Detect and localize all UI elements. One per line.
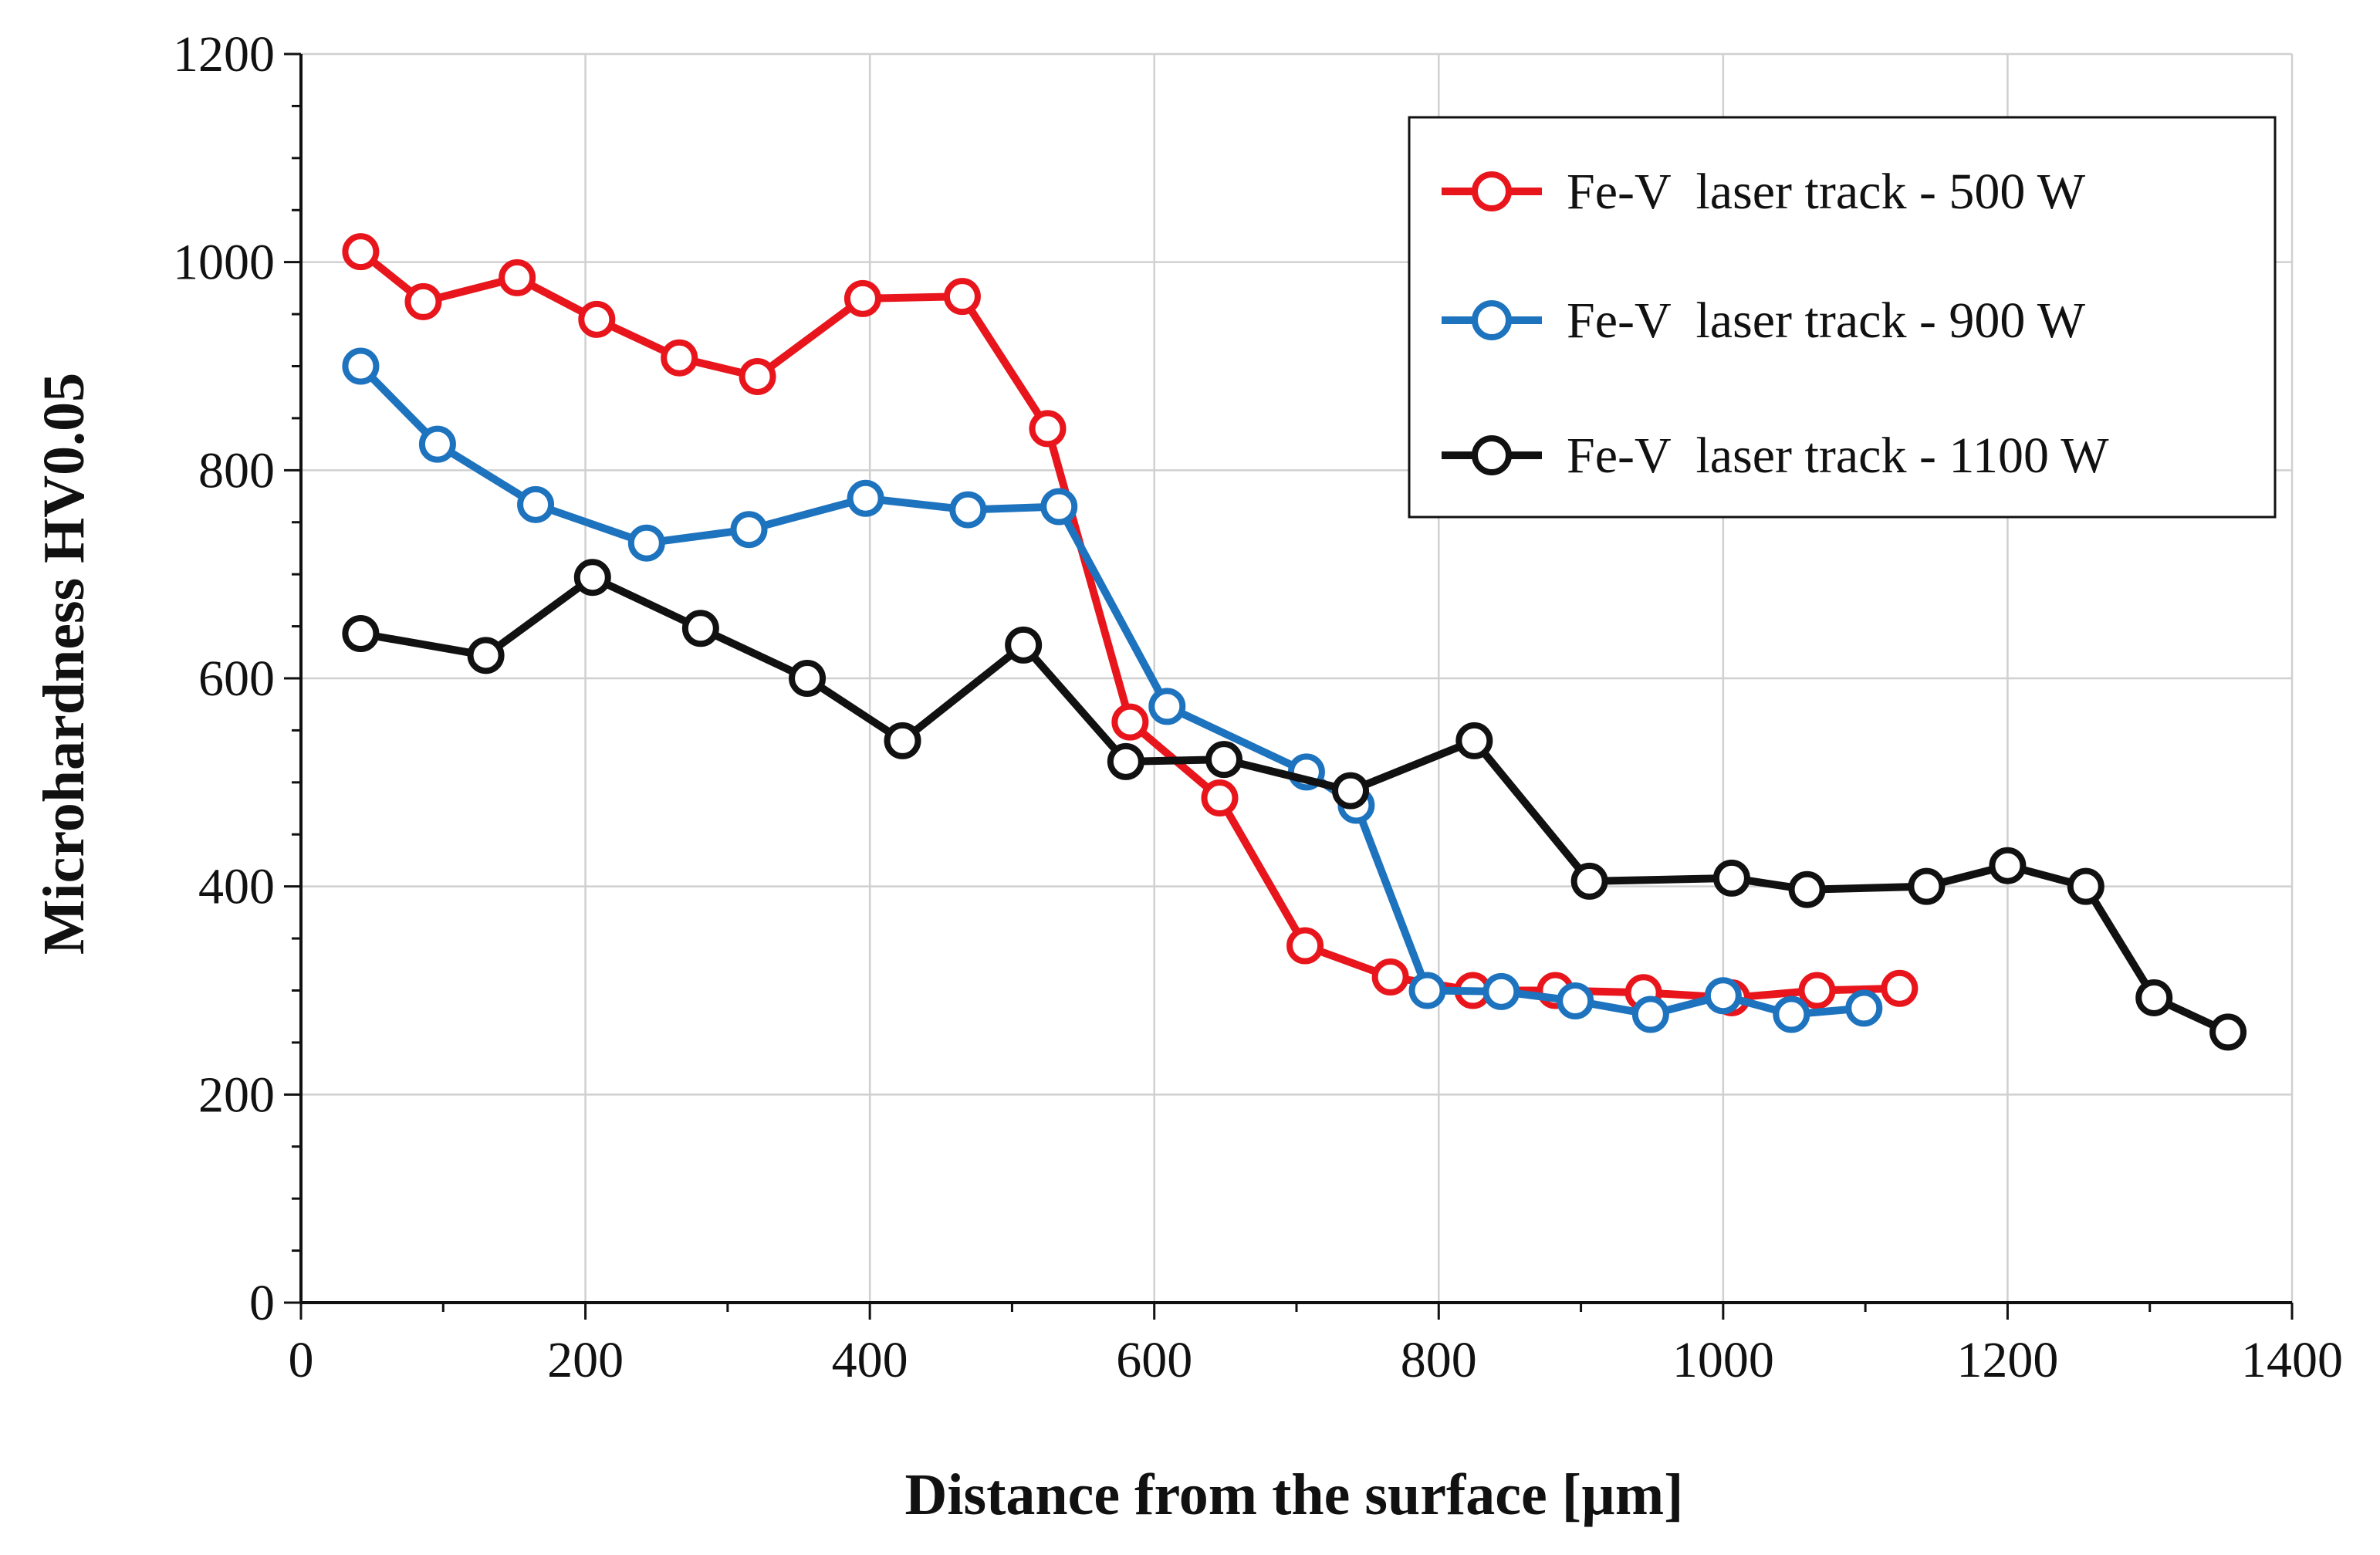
- x-tick-label: 200: [547, 1332, 624, 1388]
- x-tick-label: 1200: [1956, 1332, 2058, 1388]
- x-tick-label: 600: [1116, 1332, 1192, 1388]
- data-point-900w: [730, 511, 768, 549]
- data-point-900w: [847, 479, 884, 517]
- data-point-900w: [1773, 996, 1810, 1033]
- legend-box: [1408, 116, 2277, 519]
- series-line-1100w: [357, 573, 2233, 1036]
- data-point-500w: [342, 233, 380, 271]
- y-tick-label: 1200: [173, 26, 275, 83]
- data-point-900w: [517, 485, 555, 523]
- data-point-1100w: [342, 615, 380, 653]
- data-point-500w: [1371, 958, 1409, 996]
- data-point-900w: [1148, 688, 1186, 725]
- x-axis-title: Distance from the surface [µm]: [905, 1462, 1684, 1527]
- data-point-900w: [949, 491, 987, 529]
- data-point-500w: [1881, 969, 1919, 1007]
- legend: Fe-V laser track - 500 W Fe-V laser trac…: [1408, 116, 2277, 519]
- data-point-500w: [739, 357, 776, 395]
- data-point-900w: [342, 347, 380, 385]
- y-tick-label: 0: [249, 1275, 275, 1331]
- data-point-900w: [1845, 989, 1883, 1027]
- data-point-1100w: [573, 559, 611, 597]
- series-500w: [342, 233, 1919, 1016]
- x-tick-label: 1000: [1672, 1332, 1774, 1388]
- x-tick-label: 0: [289, 1332, 314, 1388]
- data-point-500w: [404, 282, 442, 320]
- data-point-900w: [1557, 982, 1594, 1019]
- data-point-1100w: [1989, 847, 2027, 884]
- data-point-1100w: [1570, 862, 1608, 900]
- legend-marker-1100w: [1472, 435, 1512, 475]
- data-point-500w: [1111, 703, 1149, 741]
- data-point-500w: [578, 300, 616, 338]
- data-point-500w: [661, 339, 698, 377]
- data-point-500w: [1286, 927, 1324, 965]
- data-point-1100w: [1005, 626, 1043, 664]
- x-tick-label: 800: [1401, 1332, 1477, 1388]
- data-point-900w: [1482, 972, 1520, 1010]
- data-point-1100w: [1908, 867, 1946, 905]
- y-tick-label: 1000: [173, 235, 275, 291]
- data-point-500w: [1798, 972, 1836, 1009]
- legend-marker-900w: [1472, 300, 1512, 340]
- data-point-1100w: [2067, 867, 2104, 905]
- data-point-1100w: [1788, 870, 1826, 908]
- legend-label-1100w: Fe-V laser track - 1100 W: [1567, 428, 2109, 484]
- data-point-900w: [1040, 488, 1078, 526]
- data-point-500w: [1029, 410, 1067, 448]
- data-point-900w: [1631, 996, 1669, 1033]
- data-point-1100w: [1455, 722, 1493, 759]
- data-point-1100w: [1107, 742, 1144, 780]
- data-point-900w: [627, 524, 665, 562]
- data-point-1100w: [681, 610, 719, 647]
- legend-marker-500w: [1472, 171, 1512, 211]
- x-tick-label: 1400: [2241, 1332, 2343, 1388]
- y-tick-label: 800: [198, 442, 275, 499]
- legend-label-900w: Fe-V laser track - 900 W: [1567, 292, 2086, 349]
- axes: 0 200 400 600 800 1000 1200 0 200 400 600 800 1000 12…: [173, 26, 2343, 1388]
- data-point-900w: [418, 425, 456, 463]
- data-point-500w: [843, 279, 881, 317]
- data-point-500w: [499, 259, 536, 296]
- y-axis-title: Microhardness HV0.05: [32, 373, 96, 955]
- y-tick-label: 200: [198, 1067, 275, 1123]
- data-point-1100w: [1712, 859, 1750, 897]
- data-point-900w: [1704, 977, 1742, 1015]
- data-point-1100w: [2209, 1013, 2247, 1051]
- data-point-1100w: [789, 660, 827, 697]
- series-1100w: [342, 559, 2247, 1051]
- y-tick-label: 400: [198, 859, 275, 915]
- data-point-1100w: [1205, 741, 1243, 779]
- data-point-1100w: [2135, 979, 2173, 1016]
- data-point-1100w: [884, 722, 921, 759]
- data-point-1100w: [467, 637, 505, 674]
- data-point-900w: [1408, 972, 1446, 1009]
- data-point-500w: [1201, 779, 1239, 817]
- y-tick-label: 600: [198, 651, 275, 707]
- data-point-500w: [943, 278, 981, 316]
- data-point-1100w: [1332, 772, 1370, 810]
- legend-label-500w: Fe-V laser track - 500 W: [1567, 164, 2086, 220]
- x-tick-label: 400: [832, 1332, 908, 1388]
- series-group: [342, 233, 2247, 1051]
